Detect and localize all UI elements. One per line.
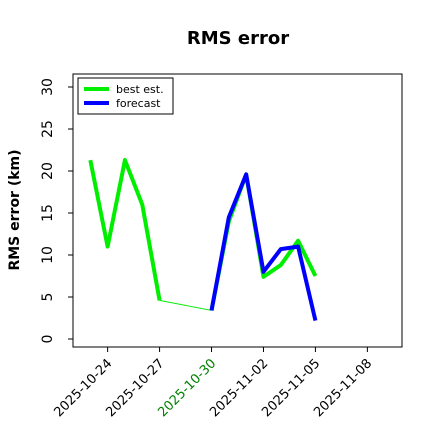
y-axis-label: RMS error (km)	[7, 149, 23, 270]
legend-box	[77, 77, 174, 115]
series-line-forecast	[209, 172, 318, 321]
y-tick-label: 0	[40, 335, 56, 344]
y-tick-label: 10	[40, 246, 56, 264]
y-tick-label: 15	[40, 204, 56, 222]
plot-frame	[72, 73, 403, 348]
series-line-best-est	[88, 158, 318, 311]
y-tick-label: 30	[40, 78, 56, 96]
legend-label: best est.	[116, 83, 164, 96]
legend-label: forecast	[116, 97, 161, 110]
legend: best est.forecast	[77, 77, 174, 115]
plot-area	[88, 158, 318, 321]
y-tick-label: 25	[40, 120, 56, 138]
chart-title: RMS error	[187, 28, 289, 49]
y-tick-label: 20	[40, 162, 56, 180]
y-tick-label: 5	[40, 293, 56, 302]
series-gap-segment	[159, 299, 212, 311]
